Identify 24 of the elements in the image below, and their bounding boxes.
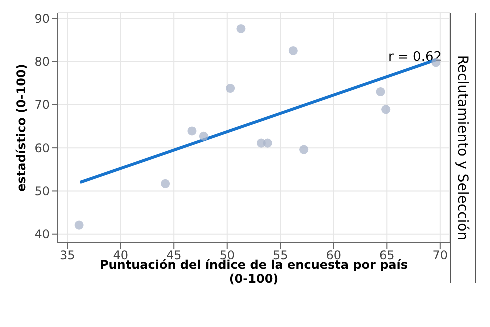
y-tick-label: 60 — [34, 141, 50, 156]
point — [161, 179, 170, 188]
x-tick-label: 45 — [166, 248, 182, 263]
point — [226, 84, 236, 94]
point — [300, 145, 309, 154]
point — [199, 132, 208, 141]
x-tick-label: 65 — [380, 248, 395, 263]
point — [74, 220, 84, 230]
point — [288, 46, 298, 56]
point — [263, 138, 272, 148]
x-tick-label: 35 — [60, 248, 76, 263]
point — [236, 24, 246, 34]
point — [376, 87, 386, 96]
text: Reclutamiento y Selección — [455, 55, 472, 241]
annotation: r = 0.62 — [388, 50, 442, 65]
y-tick-label: 70 — [34, 98, 50, 112]
x-tick-label: 70 — [432, 248, 448, 263]
y-tick-label: 80 — [34, 55, 50, 70]
point — [188, 126, 197, 136]
y-tick-label: 90 — [34, 12, 50, 26]
y-axis-title: estadístico (0-100) — [14, 64, 28, 192]
y-tick-label: 50 — [34, 184, 50, 198]
point — [382, 105, 391, 114]
y-tick-label: 40 — [34, 228, 50, 242]
